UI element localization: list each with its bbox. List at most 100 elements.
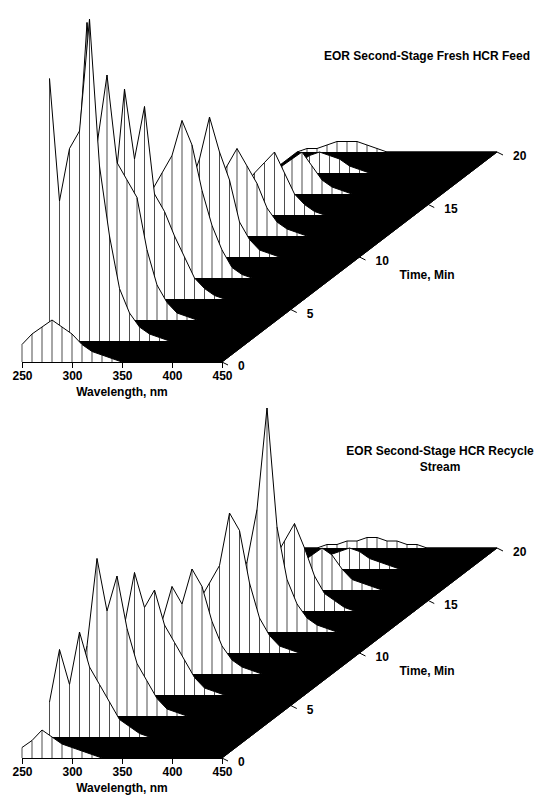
hatch-line	[22, 345, 23, 363]
x-tick-label: 450	[212, 765, 232, 779]
hatch-line	[329, 156, 330, 174]
slice-area	[22, 730, 222, 758]
hatch-line	[229, 180, 230, 257]
hatch-line	[332, 555, 333, 590]
hatch-line	[184, 660, 185, 695]
title: EOR Second-Stage Fresh HCR Feed	[324, 49, 530, 63]
hatch-line	[322, 548, 323, 590]
hatch-line	[167, 303, 168, 321]
hatch-line	[267, 408, 268, 632]
title-line: EOR Second-Stage HCR Recycle	[346, 444, 534, 458]
hatch-line	[157, 285, 158, 320]
hatch-line	[92, 352, 93, 363]
hatch-line	[32, 741, 33, 759]
hatch-line	[184, 257, 185, 299]
hatch-line	[174, 643, 175, 696]
hatch-line	[274, 152, 275, 215]
x-tick: 300	[62, 362, 82, 383]
hatch-line	[387, 541, 388, 548]
y-axis-title: Time, Min	[400, 664, 455, 678]
hatch-line	[89, 667, 90, 737]
hatch-line	[139, 327, 140, 341]
y-tick-label: 5	[307, 703, 314, 717]
y-tick-label: 0	[238, 755, 245, 769]
x-axis-title: Wavelength, nm	[76, 781, 168, 795]
hatch-line	[249, 583, 250, 653]
x-tick-mark	[22, 758, 23, 764]
hatch-line	[42, 730, 43, 758]
title-line: EOR Second-Stage Fresh HCR Feed	[324, 49, 530, 63]
hatch-line	[129, 727, 130, 738]
hatch-line	[314, 576, 315, 611]
hatch-line	[109, 236, 110, 341]
hatch-line	[147, 681, 148, 716]
title-line: Stream	[420, 460, 461, 474]
slice	[50, 19, 250, 341]
hatch-line	[59, 650, 60, 738]
hatch-line	[337, 142, 338, 153]
hatch-line	[22, 748, 23, 759]
hatch-line	[297, 604, 298, 632]
hatch-line	[317, 149, 318, 153]
hatch-line	[89, 19, 90, 341]
hatch-line	[267, 208, 268, 236]
figure: 250300350400450Wavelength, nm05101520Tim…	[0, 0, 540, 804]
hatch-line	[109, 702, 110, 737]
hatch-line	[119, 720, 120, 738]
hatch-line	[79, 131, 80, 341]
hatch-line	[202, 191, 203, 279]
x-tick-label: 300	[62, 765, 82, 779]
x-axis-line	[23, 363, 223, 369]
hatch-line	[334, 601, 335, 612]
hatch-line	[277, 527, 278, 632]
hatch-line	[177, 313, 178, 320]
hatch-line	[397, 541, 398, 548]
slice-area	[22, 320, 222, 362]
hatch-line	[32, 334, 33, 362]
y-tick-mark	[222, 758, 228, 761]
hatch-line	[339, 159, 340, 173]
hatch-line	[259, 618, 260, 653]
hatch-line	[194, 278, 195, 299]
slice-line	[77, 559, 277, 717]
hatch-line	[287, 580, 288, 633]
slice-line	[50, 632, 250, 737]
hatch-line	[192, 145, 193, 278]
hatch-line	[157, 699, 158, 717]
x-axis-line	[23, 759, 223, 765]
hatch-line	[212, 622, 213, 675]
x-tick: 400	[162, 362, 182, 383]
hatch-line	[69, 149, 70, 342]
hatch-line	[269, 636, 270, 654]
hatch-line	[99, 166, 100, 341]
y-axis-line	[222, 152, 497, 362]
hatch-line	[332, 187, 333, 194]
slice-line	[22, 730, 222, 758]
slice-area	[77, 559, 277, 717]
hatch-line	[72, 334, 73, 362]
hatch-line	[154, 590, 155, 695]
slice-area	[297, 538, 497, 549]
slice-area	[50, 19, 250, 341]
hatch-line	[407, 545, 408, 549]
y-tick-label: 10	[376, 650, 390, 664]
hatch-line	[369, 559, 370, 570]
hatch-line	[167, 709, 168, 716]
hatch-line	[232, 660, 233, 674]
x-tick-label: 250	[12, 765, 32, 779]
hatch-line	[249, 240, 250, 258]
hatch-line	[79, 632, 80, 737]
panel: 250300350400450Wavelength, nm05101520Tim…	[12, 408, 534, 795]
plot-area	[22, 19, 497, 362]
y-tick-mark	[497, 548, 503, 551]
slice-area	[297, 142, 497, 153]
hatch-line	[49, 702, 50, 737]
hatch-line	[99, 685, 100, 738]
slice	[297, 142, 497, 153]
hatch-line	[192, 569, 193, 674]
y-axis-title: Time, Min	[400, 268, 455, 282]
x-tick: 250	[12, 758, 32, 779]
x-axis: 250300350400450	[12, 362, 232, 383]
hatch-line	[257, 184, 258, 237]
y-tick-mark	[291, 706, 297, 709]
